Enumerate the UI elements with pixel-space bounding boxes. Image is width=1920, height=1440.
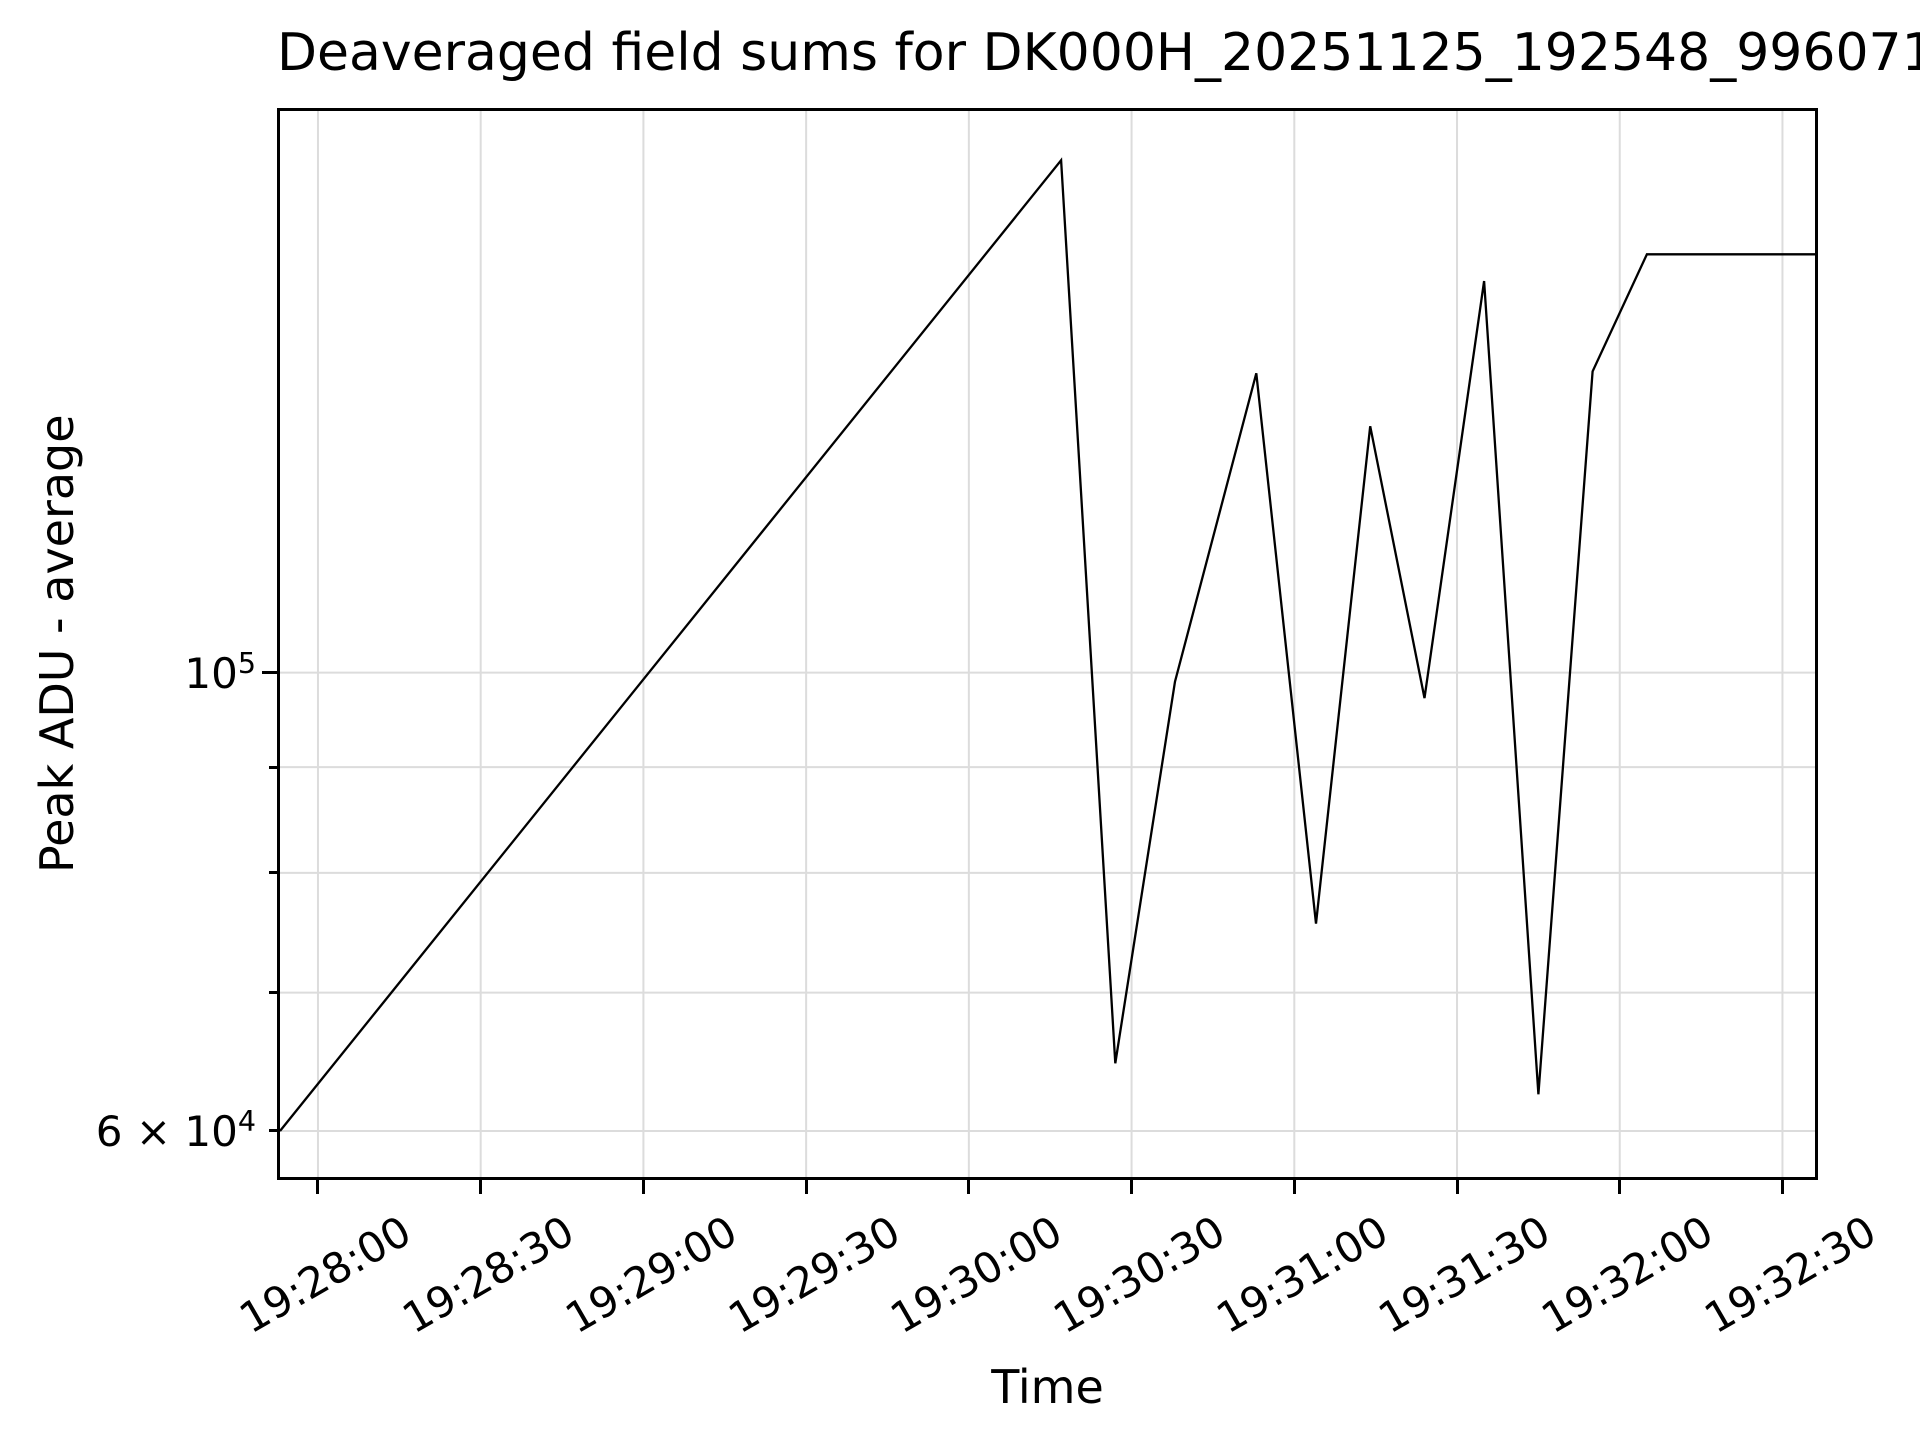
x-tick-mark (804, 1180, 808, 1194)
y-tick-mark (269, 1129, 280, 1133)
x-tick-mark (316, 1180, 320, 1194)
y-tick-label: 6 × 104 (95, 1103, 256, 1156)
x-tick-label: 19:31:30 (1370, 1206, 1559, 1344)
plot-area (277, 108, 1818, 1180)
y-tick-mark (269, 991, 280, 995)
x-tick-mark (1130, 1180, 1134, 1194)
x-tick-mark (479, 1180, 483, 1194)
x-tick-label: 19:28:00 (231, 1206, 420, 1344)
chart-title: Deaveraged field sums for DK000H_2025112… (277, 23, 1920, 83)
x-tick-label: 19:29:00 (557, 1206, 745, 1344)
y-axis-label: Peak ADU - average (30, 414, 84, 874)
x-tick-label: 19:32:30 (1696, 1206, 1884, 1344)
x-tick-label: 19:30:00 (882, 1206, 1071, 1344)
x-tick-label: 19:30:30 (1045, 1206, 1234, 1344)
x-tick-mark (1780, 1180, 1784, 1194)
y-tick-label: 105 (184, 645, 256, 698)
x-tick-label: 19:32:00 (1533, 1206, 1722, 1344)
data-line (280, 157, 1815, 1132)
x-tick-label: 19:31:00 (1207, 1206, 1396, 1344)
y-tick-mark (269, 871, 280, 875)
x-axis-label: Time (991, 1360, 1104, 1414)
x-tick-mark (1455, 1180, 1459, 1194)
x-tick-mark (967, 1180, 971, 1194)
x-tick-mark (1292, 1180, 1296, 1194)
x-tick-label: 19:28:30 (394, 1206, 583, 1344)
x-tick-mark (1618, 1180, 1622, 1194)
line-chart (280, 111, 1815, 1177)
y-tick-mark (262, 671, 280, 675)
x-tick-mark (641, 1180, 645, 1194)
y-tick-mark (269, 765, 280, 769)
x-tick-label: 19:29:30 (719, 1206, 908, 1344)
